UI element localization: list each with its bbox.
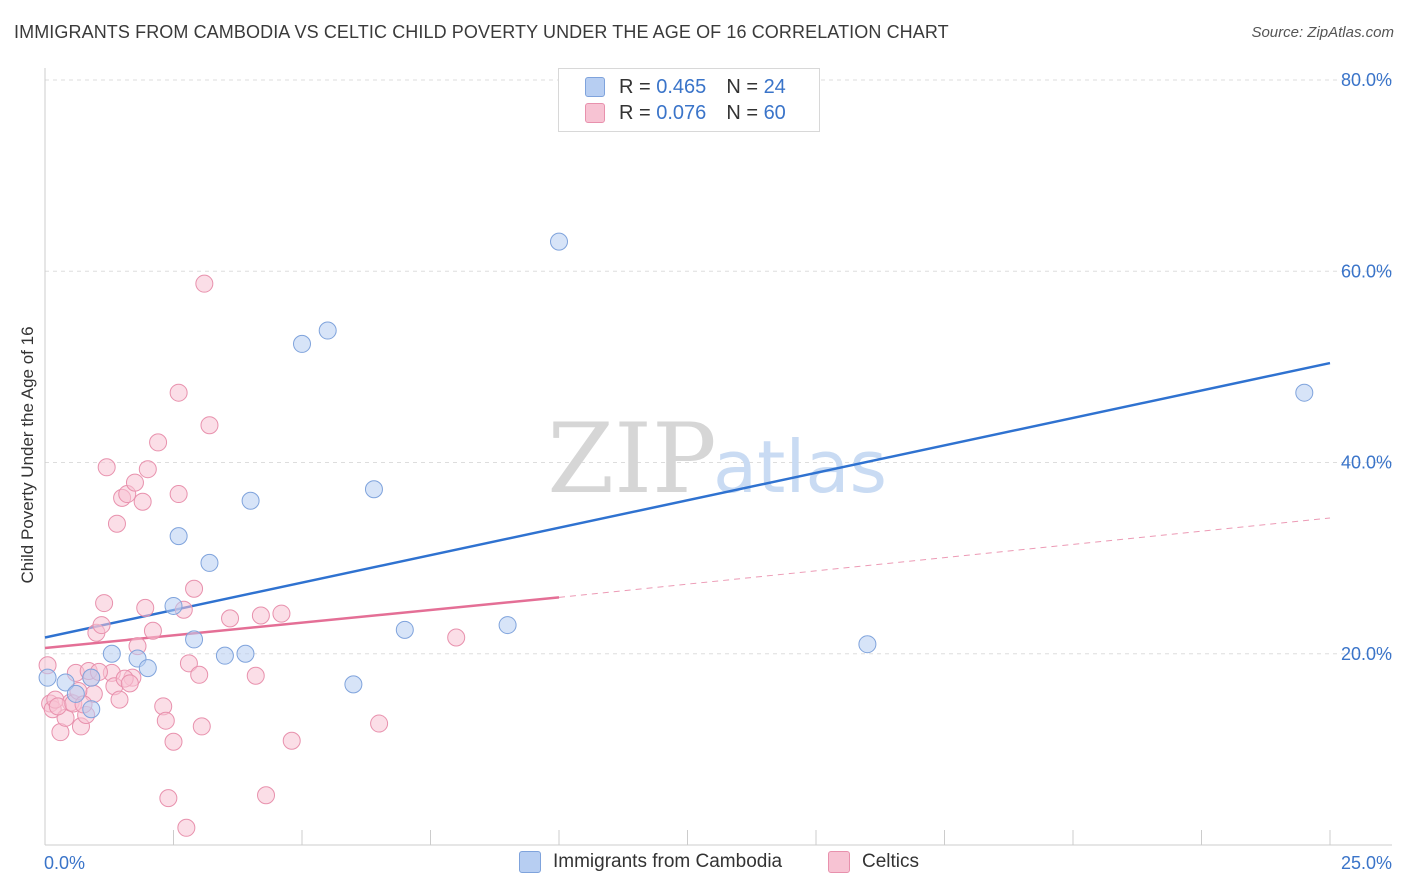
point-celtics: [169, 485, 188, 504]
point-cambodia: [56, 673, 75, 692]
point-cambodia: [169, 527, 188, 546]
point-celtics: [192, 717, 211, 736]
point-cambodia: [82, 668, 101, 687]
series-legend-cambodia: Immigrants from Cambodia: [519, 851, 782, 873]
correlation-legend: R = 0.465 N = 24 R = 0.076 N = 60: [558, 68, 820, 132]
y-tick-label: 60.0%: [1341, 261, 1392, 281]
point-celtics: [136, 598, 155, 617]
point-cambodia: [200, 553, 219, 572]
legend-r-label: R =: [619, 75, 651, 98]
x-tick-label: 0.0%: [44, 853, 85, 873]
point-cambodia: [241, 491, 260, 510]
point-cambodia: [66, 684, 85, 703]
legend-swatch-blue: [585, 77, 605, 97]
point-cambodia: [550, 232, 568, 251]
x-tick-label: 25.0%: [1341, 853, 1392, 873]
trend-line-cambodia: [44, 361, 1331, 639]
point-cambodia: [344, 675, 363, 694]
point-celtics: [447, 628, 466, 647]
point-celtics: [138, 460, 157, 479]
point-celtics: [190, 665, 209, 684]
trend-lines: [44, 361, 1331, 650]
gridlines: [45, 79, 1392, 655]
point-celtics: [179, 654, 198, 673]
legend-swatch-pink: [585, 103, 605, 123]
legend-r-value: 0.076: [656, 101, 707, 124]
legend-n-value: 60: [763, 101, 786, 124]
point-celtics: [282, 731, 301, 750]
point-cambodia: [236, 644, 255, 663]
point-celtics: [107, 514, 126, 533]
y-tick-label: 20.0%: [1341, 644, 1392, 664]
series-legend: Immigrants from Cambodia Celtics: [0, 851, 1406, 877]
axes: [44, 68, 1392, 846]
point-cambodia: [164, 596, 183, 615]
legend-n-value: 24: [763, 75, 786, 98]
point-cambodia: [82, 700, 101, 719]
point-celtics: [48, 697, 67, 716]
point-cambodia: [498, 616, 517, 635]
point-cambodia: [215, 646, 234, 665]
point-celtics: [133, 492, 152, 511]
point-cambodia: [318, 321, 337, 340]
point-cambodia: [395, 620, 414, 639]
chart-title: IMMIGRANTS FROM CAMBODIA VS CELTIC CHILD…: [14, 22, 949, 42]
point-cambodia: [293, 334, 311, 353]
point-celtics: [195, 274, 214, 293]
point-cambodia: [858, 635, 877, 654]
point-celtics: [95, 594, 114, 613]
point-celtics: [92, 616, 111, 635]
trend-line-celtics: [44, 596, 560, 650]
series-label-celtics: Celtics: [862, 851, 920, 872]
point-celtics: [272, 604, 291, 623]
point-celtics: [251, 606, 270, 625]
point-celtics: [246, 666, 265, 685]
point-celtics: [177, 818, 196, 837]
point-celtics: [185, 579, 204, 598]
point-cambodia: [185, 630, 204, 649]
point-cambodia: [138, 659, 157, 678]
tick-labels: 20.0% 40.0% 60.0% 80.0% 0.0% 25.0%: [44, 70, 1392, 873]
point-celtics: [97, 458, 116, 477]
y-tick-label: 80.0%: [1341, 70, 1392, 90]
point-celtics: [257, 786, 276, 805]
legend-n-label: N =: [726, 75, 758, 98]
point-celtics: [200, 416, 219, 435]
point-celtics: [164, 732, 183, 751]
point-cambodia: [102, 644, 121, 663]
watermark-atlas: atlas: [713, 425, 887, 509]
series-swatch-blue: [519, 851, 541, 873]
legend-row-celtics: R = 0.076 N = 60: [585, 100, 786, 126]
point-celtics: [169, 383, 188, 402]
series-swatch-pink: [828, 851, 850, 873]
point-cambodia: [38, 668, 57, 687]
point-celtics: [156, 711, 175, 730]
legend-r-value: 0.465: [656, 75, 707, 98]
legend-row-cambodia: R = 0.465 N = 24: [585, 74, 786, 100]
point-cambodia: [364, 480, 383, 499]
point-celtics: [370, 714, 389, 733]
watermark-zip: ZIP: [547, 403, 716, 515]
point-celtics: [120, 674, 139, 693]
watermark: ZIP atlas: [547, 403, 887, 515]
point-celtics: [125, 473, 144, 492]
point-celtics: [221, 609, 240, 628]
y-axis-label: Child Poverty Under the Age of 16: [18, 326, 37, 584]
series-label-cambodia: Immigrants from Cambodia: [553, 851, 783, 872]
y-tick-label: 40.0%: [1341, 453, 1392, 473]
point-celtics: [110, 690, 129, 709]
point-celtics: [149, 433, 168, 452]
point-cambodia: [1295, 383, 1314, 402]
point-celtics: [143, 621, 162, 640]
legend-r-label: R =: [619, 101, 651, 124]
source-credit: Source: ZipAtlas.com: [1251, 24, 1394, 41]
data-points: [38, 232, 1314, 837]
series-legend-celtics: Celtics: [828, 851, 919, 873]
trend-line-celtics-extension: [558, 517, 1331, 598]
legend-n-label: N =: [726, 101, 758, 124]
point-celtics: [159, 789, 178, 808]
